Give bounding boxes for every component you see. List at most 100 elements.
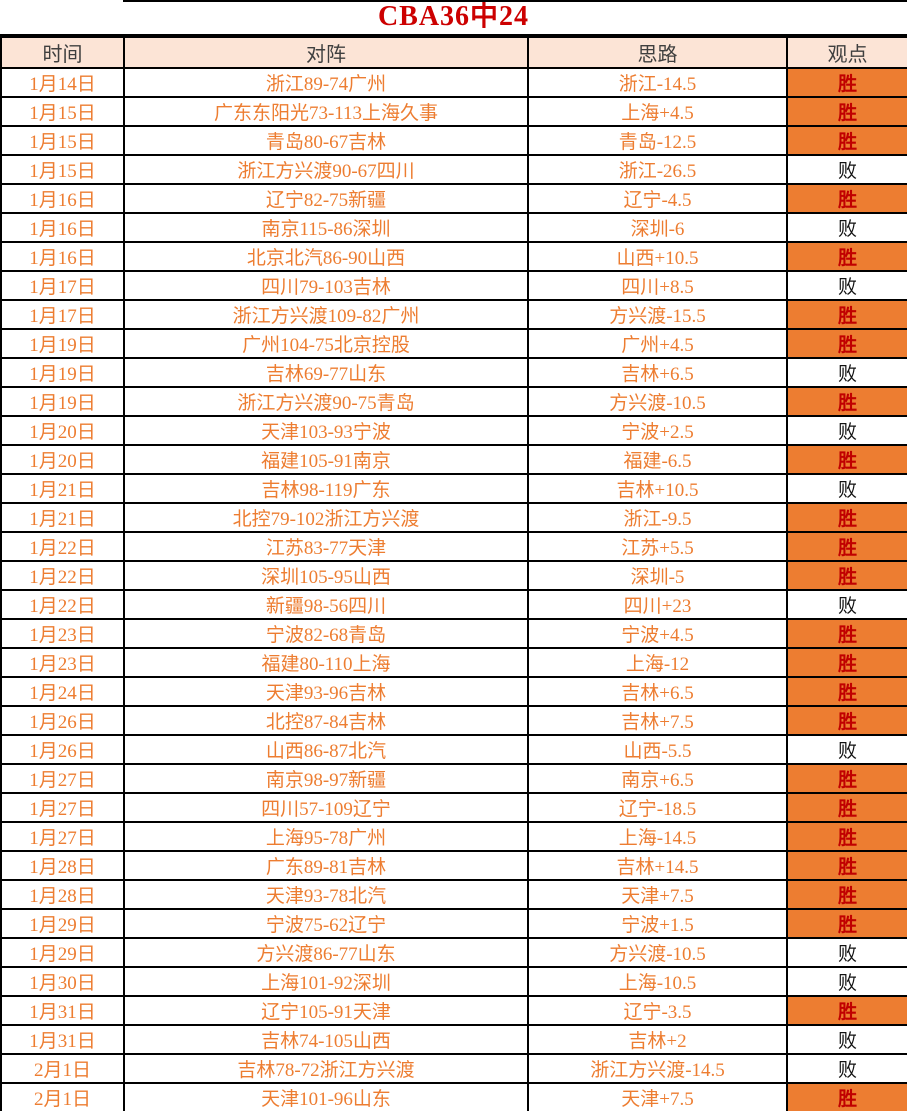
result-cell: 胜: [786, 647, 907, 678]
date-cell: 1月26日: [0, 705, 125, 736]
result-cell: 胜: [786, 879, 907, 910]
table-row[interactable]: 1月21日 吉林98-119广东 吉林+10.5 败: [0, 473, 907, 504]
result-cell: 胜: [786, 502, 907, 533]
table-row[interactable]: 1月22日 江苏83-77天津 江苏+5.5 胜: [0, 531, 907, 562]
column-header-viewpoint[interactable]: 观点: [786, 36, 907, 69]
date-cell: 1月27日: [0, 821, 125, 852]
result-cell: 胜: [786, 241, 907, 272]
date-cell: 1月15日: [0, 125, 125, 156]
matchup-cell: 宁波82-68青岛: [123, 618, 529, 649]
matchup-cell: 山西86-87北汽: [123, 734, 529, 765]
result-cell: 胜: [786, 531, 907, 562]
table-row[interactable]: 1月27日 四川57-109辽宁 辽宁-18.5 胜: [0, 792, 907, 823]
result-cell: 胜: [786, 386, 907, 417]
table-row[interactable]: 1月20日 天津103-93宁波 宁波+2.5 败: [0, 415, 907, 446]
table-row[interactable]: 1月31日 辽宁105-91天津 辽宁-3.5 胜: [0, 995, 907, 1026]
idea-cell: 四川+8.5: [527, 270, 788, 301]
table-row[interactable]: 2月1日 天津101-96山东 天津+7.5 胜: [0, 1082, 907, 1111]
date-cell: 1月23日: [0, 618, 125, 649]
table-row[interactable]: 1月29日 宁波75-62辽宁 宁波+1.5 胜: [0, 908, 907, 939]
idea-cell: 深圳-5: [527, 560, 788, 591]
result-cell: 胜: [786, 444, 907, 475]
table-row[interactable]: 1月16日 南京115-86深圳 深圳-6 败: [0, 212, 907, 243]
date-cell: 1月20日: [0, 444, 125, 475]
table-row[interactable]: 1月30日 上海101-92深圳 上海-10.5 败: [0, 966, 907, 997]
matchup-cell: 辽宁82-75新疆: [123, 183, 529, 214]
matchup-cell: 浙江方兴渡90-75青岛: [123, 386, 529, 417]
idea-cell: 浙江方兴渡-14.5: [527, 1053, 788, 1084]
idea-cell: 宁波+2.5: [527, 415, 788, 446]
table-row[interactable]: 1月16日 北京北汽86-90山西 山西+10.5 胜: [0, 241, 907, 272]
page-title: CBA36中24: [377, 1, 530, 32]
date-cell: 1月30日: [0, 966, 125, 997]
idea-cell: 上海-10.5: [527, 966, 788, 997]
column-header-idea[interactable]: 思路: [527, 36, 788, 69]
result-cell: 胜: [786, 792, 907, 823]
matchup-cell: 浙江方兴渡109-82广州: [123, 299, 529, 330]
table-row[interactable]: 1月20日 福建105-91南京 福建-6.5 胜: [0, 444, 907, 475]
result-cell: 败: [786, 270, 907, 301]
table-row[interactable]: 1月28日 广东89-81吉林 吉林+14.5 胜: [0, 850, 907, 881]
table-row[interactable]: 1月27日 南京98-97新疆 南京+6.5 胜: [0, 763, 907, 794]
idea-cell: 吉林+10.5: [527, 473, 788, 504]
result-cell: 败: [786, 212, 907, 243]
table-row[interactable]: 2月1日 吉林78-72浙江方兴渡 浙江方兴渡-14.5 败: [0, 1053, 907, 1084]
date-cell: 1月31日: [0, 995, 125, 1026]
table-row[interactable]: 1月14日 浙江89-74广州 浙江-14.5 胜: [0, 67, 907, 98]
result-cell: 胜: [786, 705, 907, 736]
column-header-matchup[interactable]: 对阵: [123, 36, 529, 69]
idea-cell: 上海+4.5: [527, 96, 788, 127]
table-row[interactable]: 1月19日 浙江方兴渡90-75青岛 方兴渡-10.5 胜: [0, 386, 907, 417]
idea-cell: 上海-12: [527, 647, 788, 678]
result-cell: 胜: [786, 1082, 907, 1111]
matchup-cell: 江苏83-77天津: [123, 531, 529, 562]
matchup-cell: 北控87-84吉林: [123, 705, 529, 736]
table-row[interactable]: 1月17日 四川79-103吉林 四川+8.5 败: [0, 270, 907, 301]
matchup-cell: 吉林69-77山东: [123, 357, 529, 388]
idea-cell: 江苏+5.5: [527, 531, 788, 562]
idea-cell: 深圳-6: [527, 212, 788, 243]
date-cell: 1月28日: [0, 879, 125, 910]
table-row[interactable]: 1月31日 吉林74-105山西 吉林+2 败: [0, 1024, 907, 1055]
matchup-cell: 天津93-96吉林: [123, 676, 529, 707]
result-cell: 胜: [786, 183, 907, 214]
result-cell: 败: [786, 1024, 907, 1055]
table-row[interactable]: 1月16日 辽宁82-75新疆 辽宁-4.5 胜: [0, 183, 907, 214]
table-row[interactable]: 1月28日 天津93-78北汽 天津+7.5 胜: [0, 879, 907, 910]
date-cell: 2月1日: [0, 1082, 125, 1111]
idea-cell: 青岛-12.5: [527, 125, 788, 156]
table-row[interactable]: 1月26日 山西86-87北汽 山西-5.5 败: [0, 734, 907, 765]
table-row[interactable]: 1月23日 福建80-110上海 上海-12 胜: [0, 647, 907, 678]
column-header-time[interactable]: 时间: [0, 36, 125, 69]
matchup-cell: 北京北汽86-90山西: [123, 241, 529, 272]
table-row[interactable]: 1月15日 广东东阳光73-113上海久事 上海+4.5 胜: [0, 96, 907, 127]
table-row[interactable]: 1月26日 北控87-84吉林 吉林+7.5 胜: [0, 705, 907, 736]
idea-cell: 吉林+7.5: [527, 705, 788, 736]
matchup-cell: 浙江89-74广州: [123, 67, 529, 98]
matchup-cell: 广东东阳光73-113上海久事: [123, 96, 529, 127]
result-cell: 胜: [786, 995, 907, 1026]
matchup-cell: 上海95-78广州: [123, 821, 529, 852]
date-cell: 1月26日: [0, 734, 125, 765]
table-row[interactable]: 1月22日 深圳105-95山西 深圳-5 胜: [0, 560, 907, 591]
table-row[interactable]: 1月27日 上海95-78广州 上海-14.5 胜: [0, 821, 907, 852]
date-cell: 1月19日: [0, 357, 125, 388]
table-row[interactable]: 1月15日 浙江方兴渡90-67四川 浙江-26.5 败: [0, 154, 907, 185]
table-row[interactable]: 1月24日 天津93-96吉林 吉林+6.5 胜: [0, 676, 907, 707]
date-cell: 1月17日: [0, 270, 125, 301]
table-row[interactable]: 1月19日 广州104-75北京控股 广州+4.5 胜: [0, 328, 907, 359]
table-row[interactable]: 1月19日 吉林69-77山东 吉林+6.5 败: [0, 357, 907, 388]
table-row[interactable]: 1月29日 方兴渡86-77山东 方兴渡-10.5 败: [0, 937, 907, 968]
table-row[interactable]: 1月22日 新疆98-56四川 四川+23 败: [0, 589, 907, 620]
matchup-cell: 方兴渡86-77山东: [123, 937, 529, 968]
table-row[interactable]: 1月15日 青岛80-67吉林 青岛-12.5 胜: [0, 125, 907, 156]
date-cell: 1月20日: [0, 415, 125, 446]
table-row[interactable]: 1月21日 北控79-102浙江方兴渡 浙江-9.5 胜: [0, 502, 907, 533]
idea-cell: 浙江-9.5: [527, 502, 788, 533]
table-row[interactable]: 1月17日 浙江方兴渡109-82广州 方兴渡-15.5 胜: [0, 299, 907, 330]
table-row[interactable]: 1月23日 宁波82-68青岛 宁波+4.5 胜: [0, 618, 907, 649]
idea-cell: 辽宁-3.5: [527, 995, 788, 1026]
result-cell: 胜: [786, 125, 907, 156]
idea-cell: 吉林+6.5: [527, 676, 788, 707]
